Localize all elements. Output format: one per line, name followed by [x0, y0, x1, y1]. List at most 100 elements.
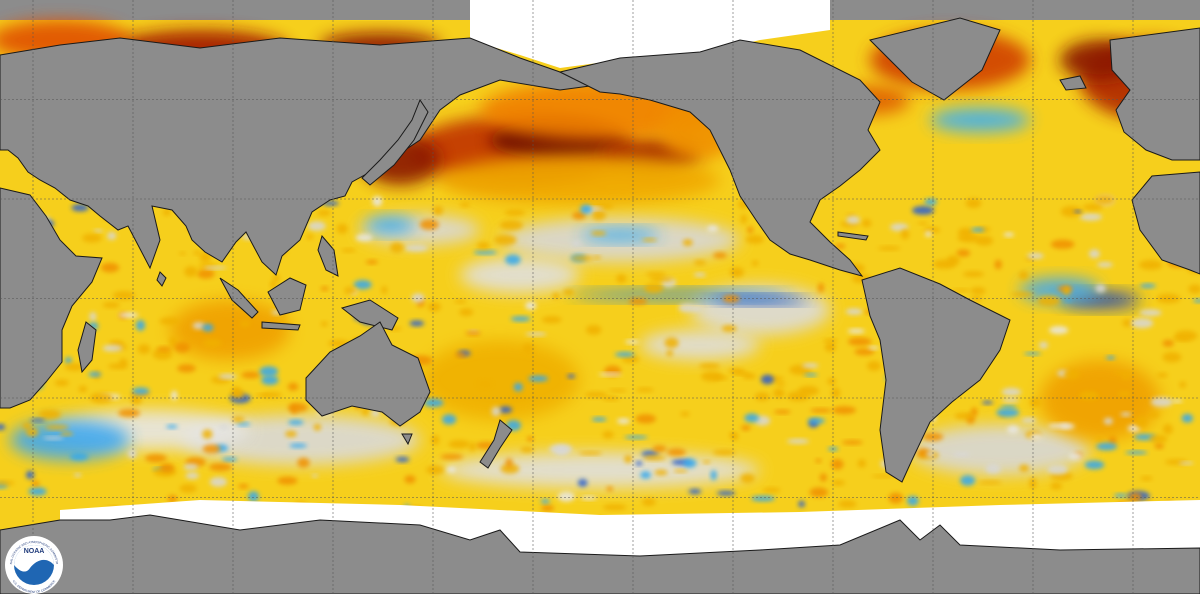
anomaly-speck [477, 380, 492, 389]
anomaly-speck [1097, 262, 1113, 268]
anomaly-speck [311, 474, 318, 478]
anomaly-speck [666, 448, 687, 457]
anomaly-speck [673, 469, 688, 473]
anomaly-speck [740, 214, 747, 224]
europe [1109, 27, 1200, 161]
anomaly-speck [31, 480, 40, 487]
anomaly-speck [1018, 270, 1029, 280]
anomaly-speck [606, 486, 613, 492]
anomaly-speck [307, 221, 326, 231]
anomaly-speck [93, 229, 104, 233]
anomaly-speck [118, 408, 141, 418]
anomaly-speck [510, 316, 531, 322]
anomaly-speck [89, 312, 97, 321]
iceland [1059, 75, 1087, 91]
anomaly-patch [640, 330, 760, 360]
anomaly-speck [520, 446, 534, 453]
anomaly-speck [996, 408, 1020, 418]
anomaly-speck [202, 444, 221, 454]
anomaly-speck [802, 363, 819, 368]
anomaly-speck [477, 242, 490, 250]
anomaly-speck [624, 435, 648, 439]
anomaly-speck [614, 352, 635, 357]
anomaly-speck [297, 457, 310, 468]
java [261, 321, 301, 331]
anomaly-speck [742, 373, 757, 380]
anomaly-speck [38, 409, 61, 420]
anomaly-speck [817, 282, 825, 293]
anomaly-speck [906, 495, 919, 506]
anomaly-speck [1094, 194, 1115, 206]
anomaly-speck [693, 260, 706, 266]
anomaly-speck [261, 375, 279, 386]
anomaly-speck [1027, 252, 1044, 259]
anomaly-speck [643, 455, 666, 461]
anomaly-speck [159, 317, 180, 326]
anomaly-speck [1162, 423, 1173, 435]
anomaly-speck [341, 248, 356, 253]
anomaly-speck [1011, 292, 1034, 297]
anomaly-speck [960, 475, 976, 486]
anomaly-speck [168, 336, 178, 347]
anomaly-speck [580, 204, 592, 214]
anomaly-speck [1131, 318, 1154, 329]
anomaly-speck [179, 251, 187, 255]
anomaly-speck [978, 480, 1002, 485]
anomaly-speck [745, 235, 764, 244]
anomaly-speck [170, 390, 178, 401]
anomaly-speck [747, 226, 754, 234]
anomaly-speck [1193, 299, 1200, 303]
anomaly-speck [1179, 381, 1186, 388]
anomaly-speck [861, 219, 872, 228]
anomaly-speck [773, 409, 791, 414]
anomaly-speck [525, 301, 537, 310]
anomaly-speck [43, 436, 64, 440]
anomaly-speck [1024, 352, 1041, 356]
anomaly-speck [822, 338, 839, 343]
anomaly-speck [741, 425, 751, 431]
anomaly-speck [808, 417, 826, 424]
anomaly-speck [970, 287, 986, 295]
anomaly-speck [981, 400, 994, 405]
anomaly-speck [270, 280, 277, 289]
anomaly-speck [1095, 284, 1106, 293]
anomaly-speck [541, 504, 555, 512]
anomaly-speck [857, 459, 867, 468]
anomaly-speck [557, 491, 575, 502]
anomaly-speck [1154, 443, 1164, 449]
sumatra [219, 277, 259, 319]
anomaly-speck [567, 374, 576, 379]
anomaly-speck [1140, 476, 1153, 481]
anomaly-speck [1001, 398, 1020, 403]
anomaly-speck [1122, 319, 1133, 327]
anomaly-speck [702, 460, 711, 464]
anomaly-speck [500, 463, 520, 474]
anomaly-speck [1139, 259, 1163, 270]
anomaly-speck [320, 286, 329, 291]
anomaly-speck [240, 320, 251, 327]
anomaly-speck [707, 225, 719, 232]
anomaly-speck [473, 250, 498, 255]
anomaly-speck [1082, 203, 1103, 211]
sri-lanka [156, 271, 167, 287]
anomaly-speck [1139, 309, 1162, 317]
anomaly-speck [740, 473, 755, 484]
anomaly-speck [0, 423, 6, 431]
anomaly-speck [137, 344, 151, 355]
anomaly-speck [510, 393, 527, 401]
anomaly-speck [584, 391, 608, 398]
anomaly-speck [1157, 372, 1168, 378]
anomaly-speck [877, 246, 901, 251]
anomaly-speck [751, 495, 775, 502]
anomaly-speck [25, 427, 39, 437]
anomaly-speck [592, 209, 606, 221]
anomaly-speck [259, 366, 279, 377]
anomaly-speck [827, 377, 836, 385]
anomaly-speck [572, 211, 586, 220]
anomaly-speck [1074, 210, 1082, 213]
anomaly-speck [1001, 387, 1022, 397]
anomaly-speck [624, 455, 633, 463]
anomaly-speck [1079, 213, 1103, 221]
anomaly-speck [185, 472, 200, 480]
anomaly-speck [1139, 283, 1156, 288]
